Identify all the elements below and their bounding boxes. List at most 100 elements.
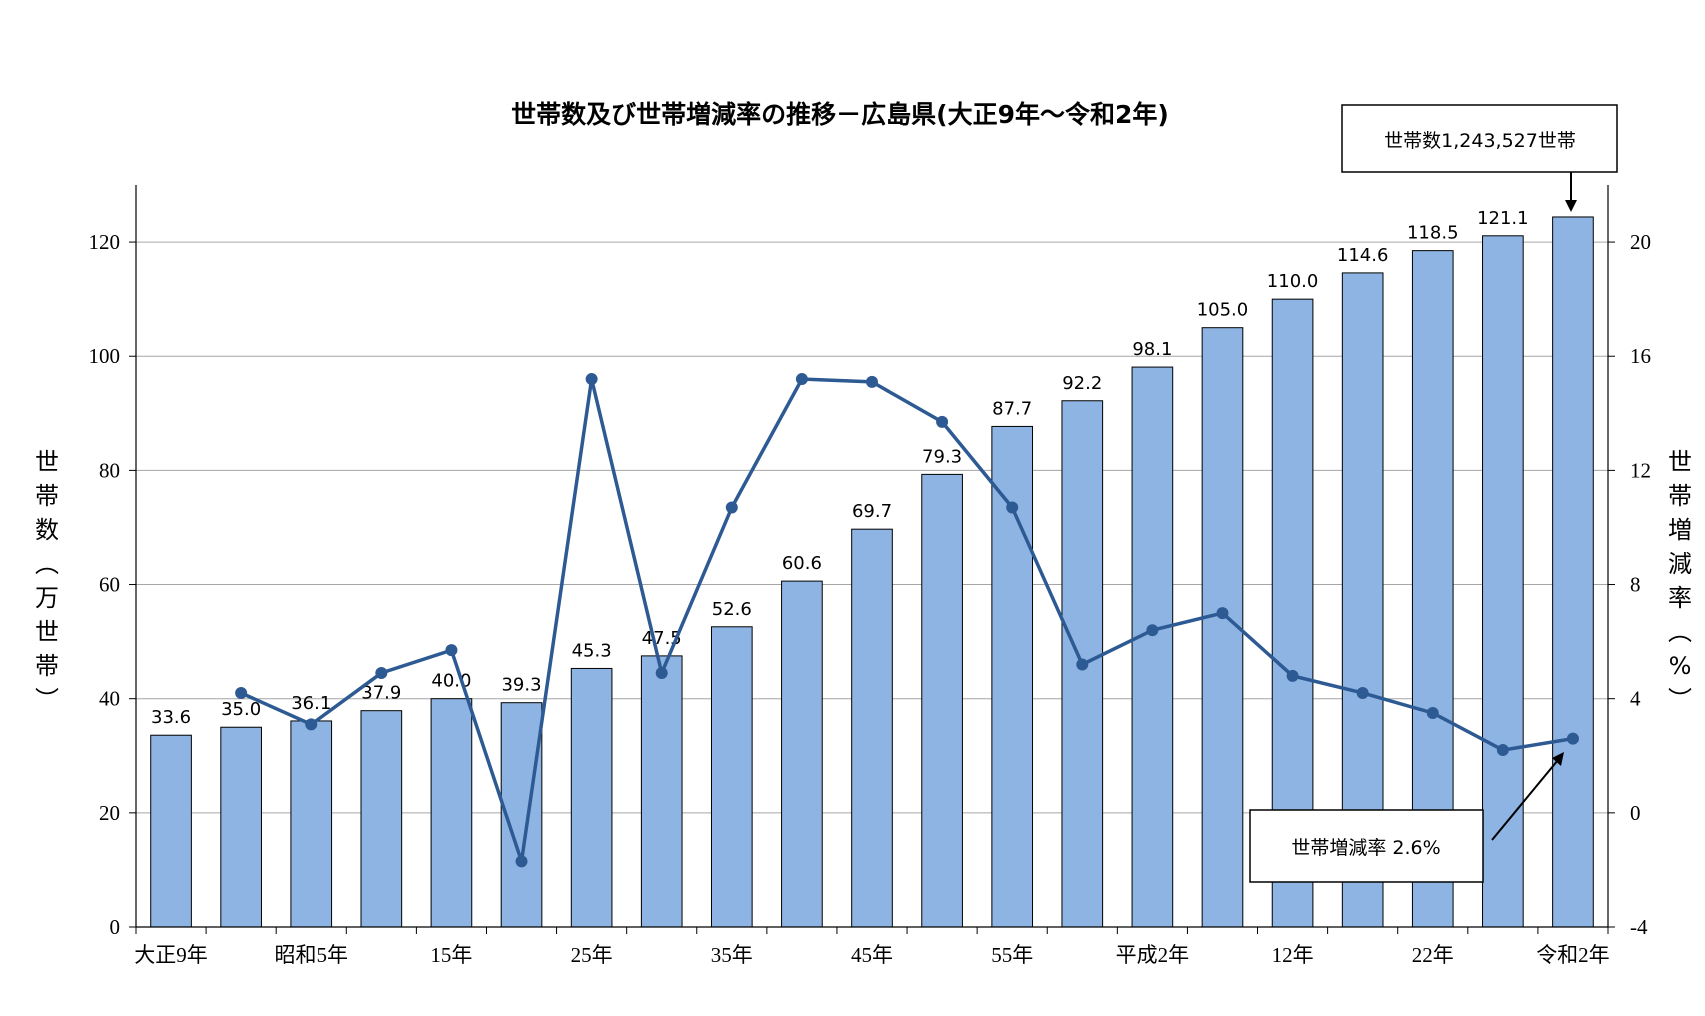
rate-point	[936, 415, 949, 428]
bars	[150, 216, 1594, 928]
bar-label: 98.1	[1132, 339, 1172, 360]
left-axis-label-char: 帯	[35, 652, 59, 680]
left-tick-label: 120	[89, 230, 121, 254]
x-tick-label: 35年	[711, 943, 753, 967]
bar-label: 35.0	[221, 699, 261, 720]
bar	[220, 726, 262, 928]
right-axis-label-char: 増	[1668, 516, 1692, 544]
bar-label: 110.0	[1267, 271, 1319, 292]
left-tick-label: 40	[99, 687, 120, 711]
rate-point	[445, 644, 458, 657]
right-tick-label: 20	[1630, 230, 1651, 254]
bar	[150, 734, 192, 928]
x-axis-ticks: 大正9年 昭和5年 15年 25年 35年 45年 55年 平成2年 12年 22年 令和2年	[134, 927, 1610, 967]
bar	[640, 655, 683, 928]
right-axis-label-char: ︵	[1668, 618, 1692, 646]
rate-point	[305, 718, 318, 731]
x-tick-label: 大正9年	[134, 943, 208, 967]
households-arrowhead	[1565, 200, 1577, 212]
x-tick-label: 平成2年	[1116, 943, 1190, 967]
bar	[360, 710, 403, 928]
right-axis-label-char: %	[1669, 652, 1692, 680]
right-tick-label: 4	[1630, 687, 1641, 711]
bar	[570, 667, 613, 928]
left-axis-label-char: 帯	[35, 482, 59, 510]
axes	[135, 185, 1609, 928]
chart-title: 世帯数及び世帯増減率の推移－広島県(大正9年～令和2年)	[511, 100, 1169, 129]
right-axis-ticks: -4 0 4 8 12 16 20	[1608, 230, 1651, 939]
bar-label: 121.1	[1477, 208, 1529, 229]
bar	[921, 473, 963, 928]
right-axis-label-char: 帯	[1668, 482, 1692, 510]
rate-point	[1216, 607, 1229, 620]
right-tick-label: 12	[1630, 458, 1651, 482]
bar-labels: 33.6 35.0 36.1 37.940.0 39.345.347.552.660.6…	[151, 208, 1529, 728]
left-tick-label: 80	[99, 458, 120, 482]
rate-point	[585, 373, 598, 386]
left-axis-ticks: 0 20 40 60 80 100 120	[89, 230, 136, 939]
rate-point	[1356, 686, 1369, 699]
rate-point	[866, 375, 878, 388]
bar	[290, 720, 333, 928]
left-tick-label: 100	[89, 344, 121, 368]
bar-label: 33.6	[151, 707, 191, 728]
bar-label: 87.7	[992, 398, 1032, 419]
left-axis-label-char: 世	[35, 448, 59, 476]
bar	[1131, 366, 1174, 928]
bar-label: 79.3	[922, 446, 962, 467]
bar-label: 105.0	[1197, 300, 1249, 321]
x-tick-label: 15年	[430, 943, 472, 967]
right-axis-label-char: 世	[1668, 448, 1692, 476]
left-axis-label-char: ︶	[35, 686, 59, 714]
rate-callout-box	[1249, 809, 1484, 883]
bar-label: 36.1	[291, 693, 331, 714]
right-axis-label-char: 率	[1668, 584, 1692, 612]
bar	[500, 702, 543, 928]
bar-label: 114.6	[1337, 245, 1389, 266]
left-tick-label: 20	[99, 801, 120, 825]
rate-point	[1426, 706, 1439, 719]
x-tick-label: 45年	[851, 943, 893, 967]
rate-point	[375, 667, 388, 680]
right-axis-label: 世帯増減率 ︵% ︶	[1668, 448, 1692, 714]
x-tick-label: 12年	[1272, 943, 1314, 967]
bar-label: 45.3	[572, 640, 612, 661]
left-axis-label: 世帯数︵万世帯︶	[35, 448, 59, 714]
rate-point	[1006, 501, 1019, 514]
x-tick-label: 昭和5年	[274, 943, 348, 967]
bar	[1552, 216, 1594, 928]
x-tick-label: 令和2年	[1536, 943, 1610, 967]
right-tick-label: 0	[1630, 801, 1641, 825]
right-axis-label-char: 減	[1668, 550, 1692, 578]
households-callout-text: 世帯数1,243,527世帯	[1384, 130, 1576, 152]
rate-point	[655, 667, 668, 680]
left-tick-label: 60	[99, 573, 120, 597]
bar-label: 39.3	[501, 675, 541, 696]
rate-point	[235, 686, 248, 699]
bar-label: 37.9	[361, 683, 401, 704]
x-tick-label: 22年	[1412, 943, 1454, 967]
right-axis-label-char: ︶	[1668, 686, 1692, 714]
households-callout-box	[1341, 104, 1618, 173]
rate-callout: 世帯増減率 2.6%	[1249, 752, 1564, 883]
rate-point	[1286, 669, 1299, 682]
bar-label: 52.6	[712, 599, 752, 620]
bar	[1482, 235, 1524, 928]
bar-label: 60.6	[782, 553, 822, 574]
x-tick-label: 55年	[991, 943, 1033, 967]
left-axis-label-char: ︵	[35, 550, 59, 578]
rate-point	[515, 855, 528, 868]
left-tick-label: 0	[110, 915, 121, 939]
x-tick-label: 25年	[571, 943, 613, 967]
rate-point	[1496, 744, 1509, 757]
rate-point	[1146, 624, 1159, 637]
right-tick-label: 8	[1630, 573, 1641, 597]
rate-callout-text: 世帯増減率 2.6%	[1291, 837, 1440, 859]
rate-point	[795, 373, 808, 386]
bar	[851, 528, 893, 928]
bar	[430, 698, 473, 928]
bar	[1201, 327, 1244, 928]
rate-point	[1076, 658, 1089, 671]
rate-arrow	[1491, 759, 1559, 841]
